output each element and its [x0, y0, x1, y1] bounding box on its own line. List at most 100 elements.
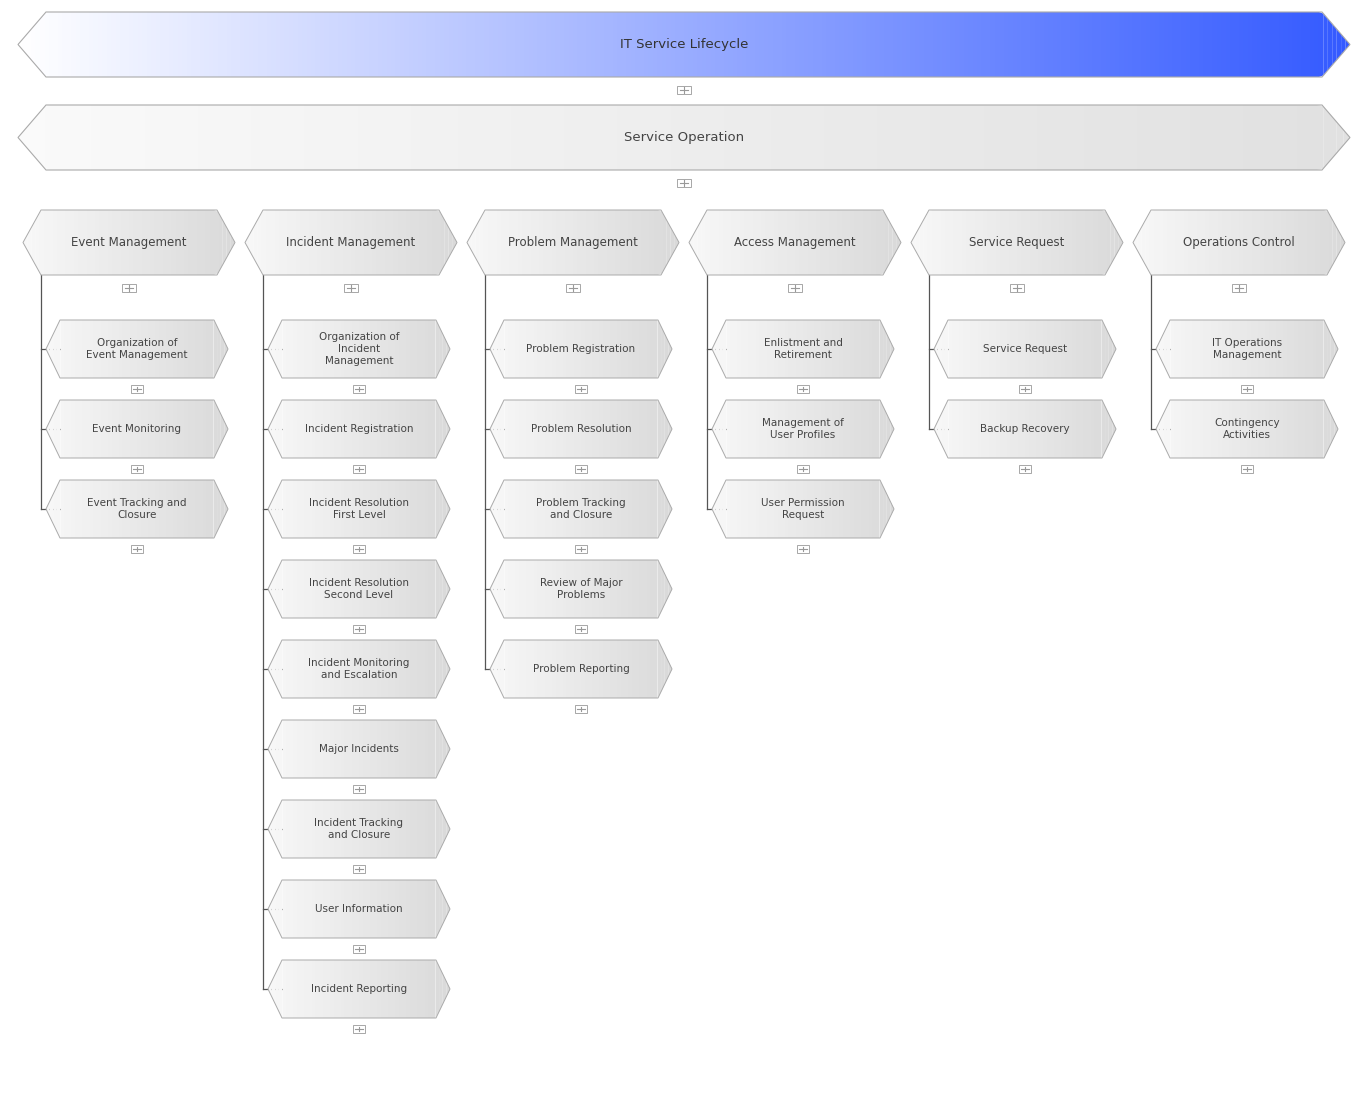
- Polygon shape: [315, 400, 319, 458]
- Polygon shape: [505, 320, 508, 379]
- Polygon shape: [391, 880, 395, 939]
- Polygon shape: [617, 105, 624, 170]
- Polygon shape: [1108, 334, 1112, 364]
- Polygon shape: [628, 400, 632, 458]
- Polygon shape: [220, 334, 224, 364]
- Polygon shape: [1097, 12, 1101, 77]
- Polygon shape: [337, 320, 341, 379]
- Polygon shape: [560, 400, 562, 458]
- Polygon shape: [435, 960, 439, 1018]
- Polygon shape: [435, 560, 439, 618]
- Polygon shape: [130, 400, 133, 458]
- Bar: [131, 465, 144, 473]
- Polygon shape: [518, 640, 523, 698]
- Polygon shape: [570, 105, 577, 170]
- Polygon shape: [858, 480, 862, 538]
- Polygon shape: [451, 105, 457, 170]
- Polygon shape: [840, 400, 843, 458]
- Polygon shape: [272, 494, 275, 524]
- Polygon shape: [866, 12, 870, 77]
- Polygon shape: [209, 320, 213, 379]
- Polygon shape: [609, 12, 613, 77]
- Polygon shape: [1150, 12, 1155, 77]
- Polygon shape: [941, 326, 945, 372]
- Polygon shape: [544, 320, 549, 379]
- Polygon shape: [356, 960, 358, 1018]
- Polygon shape: [31, 114, 38, 160]
- Polygon shape: [410, 211, 415, 276]
- Polygon shape: [395, 320, 399, 379]
- Polygon shape: [272, 974, 275, 1004]
- Polygon shape: [1079, 320, 1083, 379]
- Polygon shape: [807, 480, 810, 538]
- Polygon shape: [876, 320, 880, 379]
- Polygon shape: [268, 821, 272, 837]
- Polygon shape: [196, 400, 198, 458]
- Polygon shape: [981, 320, 985, 379]
- Polygon shape: [620, 211, 624, 276]
- Polygon shape: [512, 480, 516, 538]
- Polygon shape: [636, 211, 640, 276]
- Polygon shape: [728, 211, 732, 276]
- Polygon shape: [290, 800, 294, 858]
- Polygon shape: [505, 211, 509, 276]
- Polygon shape: [363, 880, 367, 939]
- Polygon shape: [603, 211, 607, 276]
- Polygon shape: [785, 400, 788, 458]
- Polygon shape: [443, 734, 446, 764]
- Polygon shape: [360, 211, 364, 276]
- Polygon shape: [1004, 12, 1008, 77]
- Polygon shape: [650, 211, 654, 276]
- Polygon shape: [308, 800, 312, 858]
- Polygon shape: [326, 211, 330, 276]
- Polygon shape: [562, 320, 566, 379]
- Polygon shape: [1057, 320, 1062, 379]
- Polygon shape: [858, 400, 862, 458]
- Polygon shape: [510, 105, 517, 170]
- Polygon shape: [297, 480, 301, 538]
- Polygon shape: [436, 211, 440, 276]
- Polygon shape: [405, 12, 409, 77]
- Polygon shape: [963, 12, 969, 77]
- Polygon shape: [85, 12, 89, 77]
- Polygon shape: [798, 105, 804, 170]
- Polygon shape: [334, 880, 337, 939]
- Polygon shape: [305, 720, 308, 778]
- Polygon shape: [358, 880, 363, 939]
- Polygon shape: [785, 480, 788, 538]
- Polygon shape: [159, 400, 163, 458]
- Polygon shape: [1164, 12, 1168, 77]
- Polygon shape: [551, 12, 555, 77]
- Polygon shape: [439, 407, 443, 451]
- Polygon shape: [443, 414, 446, 444]
- Polygon shape: [1094, 320, 1097, 379]
- Polygon shape: [101, 320, 104, 379]
- Polygon shape: [166, 320, 170, 379]
- Polygon shape: [544, 400, 549, 458]
- Polygon shape: [378, 640, 380, 698]
- Polygon shape: [1294, 320, 1298, 379]
- Polygon shape: [647, 400, 650, 458]
- Polygon shape: [391, 640, 395, 698]
- Polygon shape: [573, 12, 577, 77]
- Polygon shape: [990, 105, 997, 170]
- Polygon shape: [152, 400, 155, 458]
- Polygon shape: [283, 320, 286, 379]
- Polygon shape: [152, 105, 157, 170]
- Polygon shape: [1026, 211, 1030, 276]
- Polygon shape: [865, 480, 869, 538]
- Polygon shape: [367, 560, 369, 618]
- Polygon shape: [290, 560, 294, 618]
- Polygon shape: [715, 334, 720, 364]
- Polygon shape: [1316, 320, 1320, 379]
- Polygon shape: [373, 560, 378, 618]
- Polygon shape: [603, 480, 606, 538]
- Polygon shape: [1167, 400, 1171, 458]
- Polygon shape: [52, 105, 57, 170]
- Polygon shape: [871, 211, 876, 276]
- Polygon shape: [167, 211, 171, 276]
- Polygon shape: [744, 320, 748, 379]
- Polygon shape: [799, 12, 804, 77]
- Polygon shape: [724, 105, 731, 170]
- Polygon shape: [45, 105, 52, 170]
